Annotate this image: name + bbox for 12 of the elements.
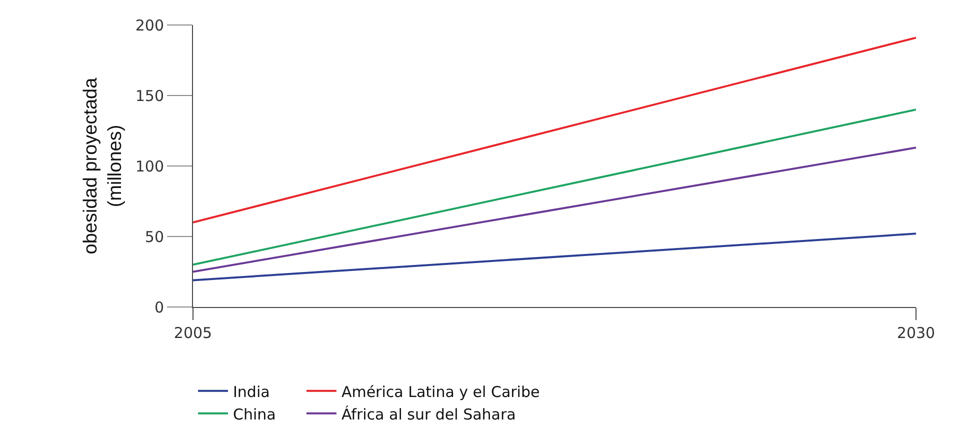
y-axis-title: obesidad proyectada (millones) <box>80 77 126 254</box>
y-tick-label: 100 <box>135 157 164 176</box>
legend-label: América Latina y el Caribe <box>341 382 540 401</box>
legend-label: India <box>233 382 270 401</box>
x-tick-label: 2005 <box>174 324 212 342</box>
y-tick-label: 150 <box>135 86 164 105</box>
y-tick-label: 200 <box>135 16 164 34</box>
y-tick-label: 0 <box>154 298 164 316</box>
x-tick-label: 2030 <box>896 324 936 342</box>
legend-label: África al sur del Sahara <box>341 405 516 424</box>
y-tick-label: 50 <box>144 228 164 246</box>
legend-label: China <box>233 405 276 424</box>
